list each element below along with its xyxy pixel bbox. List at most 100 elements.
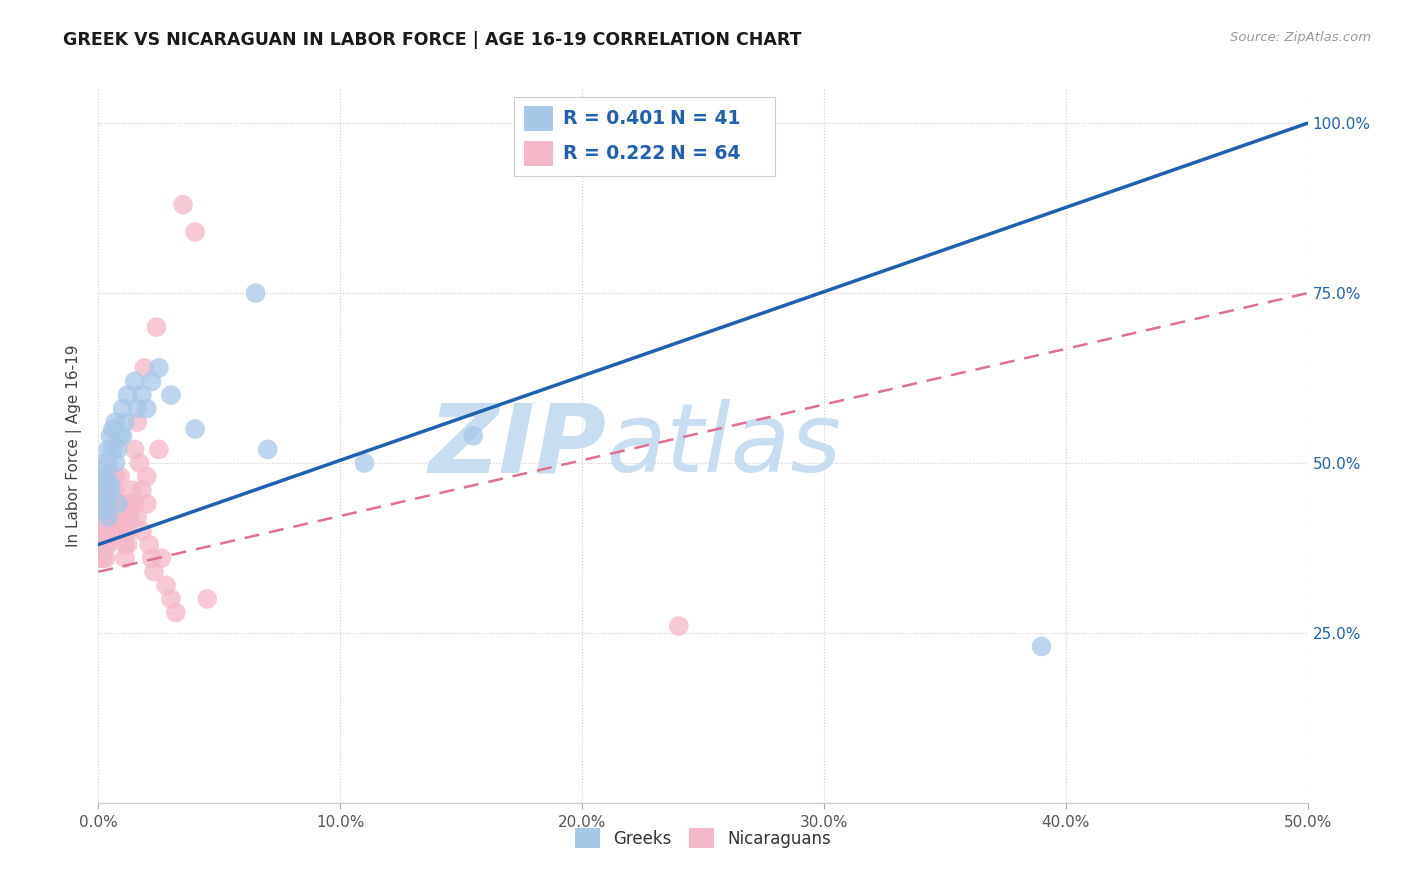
Point [124,375,146,389]
Point [108,497,131,511]
Point [160,591,183,606]
Text: N = 41: N = 41 [671,110,741,128]
Point [135,401,157,416]
Point [91,456,114,470]
Point [111,429,134,443]
Point [245,286,267,301]
Point [143,565,166,579]
Point [135,469,157,483]
Point [97,497,120,511]
Point [91,524,114,538]
Point [101,422,124,436]
Point [172,198,194,212]
Point [91,503,114,517]
Point [100,429,122,443]
Text: Source: ZipAtlas.com: Source: ZipAtlas.com [1230,31,1371,45]
Point [184,422,207,436]
FancyBboxPatch shape [524,141,553,166]
Point [124,497,146,511]
Point [101,442,124,457]
Point [155,578,177,592]
Point [94,497,117,511]
Point [90,483,112,498]
Point [94,551,117,566]
Text: R = 0.401: R = 0.401 [564,110,665,128]
Point [128,456,150,470]
Point [111,401,134,416]
Point [1031,640,1053,654]
Point [91,497,114,511]
Point [97,442,120,457]
Point [114,537,136,551]
Point [107,510,129,524]
Text: GREEK VS NICARAGUAN IN LABOR FORCE | AGE 16-19 CORRELATION CHART: GREEK VS NICARAGUAN IN LABOR FORCE | AGE… [63,31,801,49]
Point [127,510,149,524]
Text: N = 64: N = 64 [671,145,741,163]
Point [108,469,131,483]
Point [117,537,139,551]
Point [94,524,117,538]
Point [256,442,278,457]
Point [90,524,112,538]
Point [148,442,170,457]
Point [668,116,690,130]
Point [111,524,134,538]
Point [90,469,112,483]
Point [91,510,114,524]
Point [104,483,127,498]
Point [107,442,129,457]
Point [90,497,112,511]
Point [100,483,122,498]
Text: atlas: atlas [606,400,841,492]
Point [463,429,485,443]
Point [101,483,124,498]
Point [138,537,160,551]
Point [118,510,141,524]
Point [90,510,112,524]
Point [141,551,163,566]
Point [131,483,153,498]
Point [117,524,139,538]
Point [353,456,375,470]
Point [97,524,120,538]
FancyBboxPatch shape [524,106,553,131]
Point [117,388,139,402]
Point [165,606,187,620]
Point [100,476,122,491]
Point [135,497,157,511]
Point [668,619,690,633]
Y-axis label: In Labor Force | Age 16-19: In Labor Force | Age 16-19 [66,344,83,548]
Point [91,490,114,504]
Point [114,415,136,429]
Point [97,510,120,524]
Point [94,483,117,498]
Point [94,537,117,551]
Point [97,456,120,470]
Text: R = 0.222: R = 0.222 [564,145,665,163]
Point [100,483,122,498]
Point [91,537,114,551]
Point [101,510,124,524]
Point [101,497,124,511]
Text: ZIP: ZIP [429,400,606,492]
Point [145,320,167,334]
Point [91,551,114,566]
Point [160,388,183,402]
Point [114,551,136,566]
Point [104,497,127,511]
Point [195,591,218,606]
Point [91,476,114,491]
Point [104,415,127,429]
Point [150,551,173,566]
Point [127,401,149,416]
Point [90,551,112,566]
Point [107,497,129,511]
Point [100,510,122,524]
Legend: Greeks, Nicaraguans: Greeks, Nicaraguans [568,822,838,855]
Point [131,524,153,538]
Point [104,469,127,483]
Point [118,497,141,511]
Point [141,375,163,389]
Point [124,442,146,457]
Point [107,524,129,538]
